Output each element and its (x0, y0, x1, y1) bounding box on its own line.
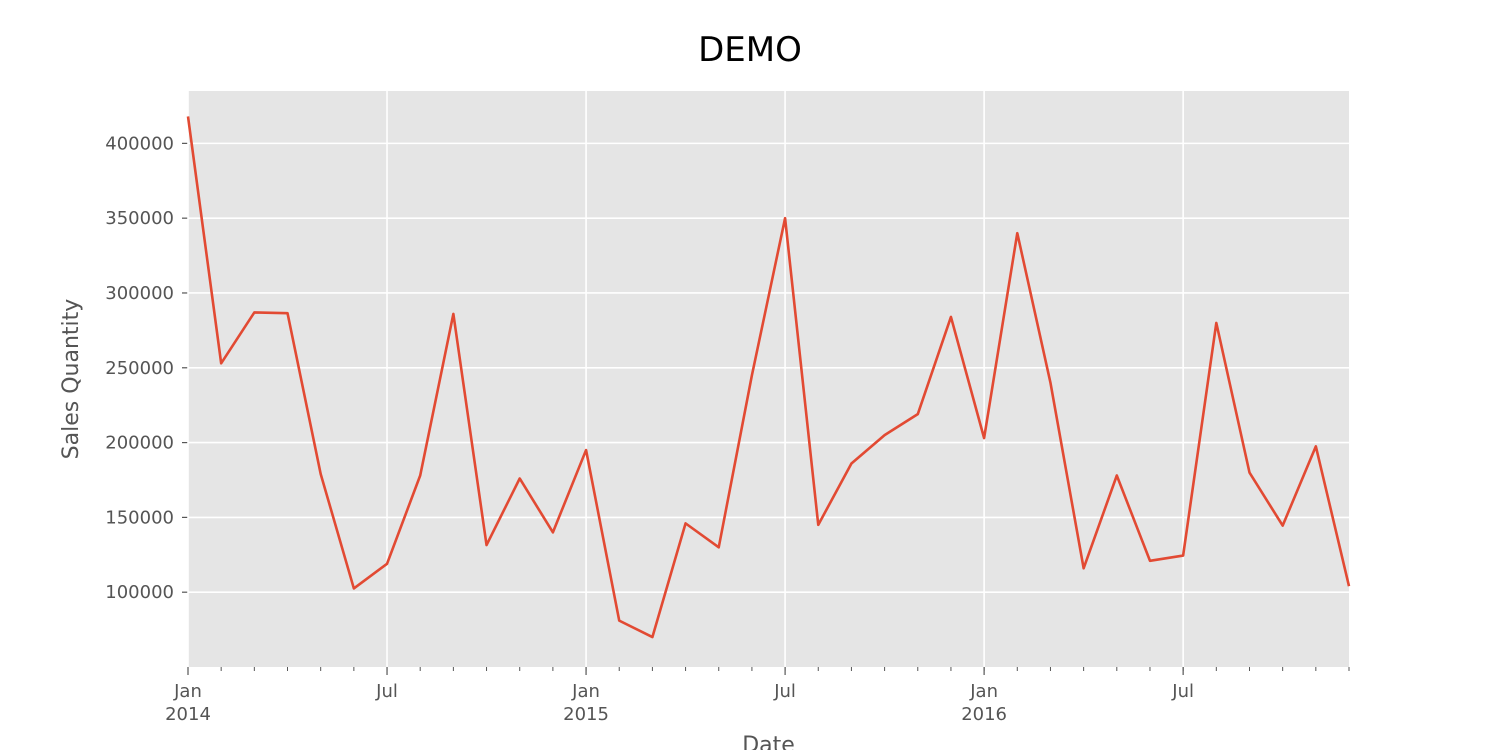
x-tick-label: Jan (969, 681, 998, 702)
chart-title: DEMO (698, 30, 802, 70)
x-tick-label: Jul (1171, 681, 1194, 702)
y-tick-label: 250000 (105, 358, 174, 379)
x-tick-sublabel: 2015 (563, 704, 609, 725)
x-tick-label: Jan (571, 681, 600, 702)
y-tick-label: 100000 (105, 582, 174, 603)
x-tick-sublabel: 2014 (165, 704, 211, 725)
x-tick-label: Jul (773, 681, 796, 702)
y-axis-label: Sales Quantity (59, 299, 84, 460)
x-tick-label: Jan (173, 681, 202, 702)
y-tick-label: 400000 (105, 133, 174, 154)
x-tick-sublabel: 2016 (961, 704, 1007, 725)
y-tick-label: 300000 (105, 283, 174, 304)
series-line (186, 116, 1351, 639)
x-tick-label: Jul (375, 681, 398, 702)
x-axis-label: Date (742, 733, 795, 750)
y-tick-label: 150000 (105, 507, 174, 528)
y-tick-label: 350000 (105, 208, 174, 229)
plot-area (188, 91, 1349, 667)
y-tick-label: 200000 (105, 433, 174, 454)
